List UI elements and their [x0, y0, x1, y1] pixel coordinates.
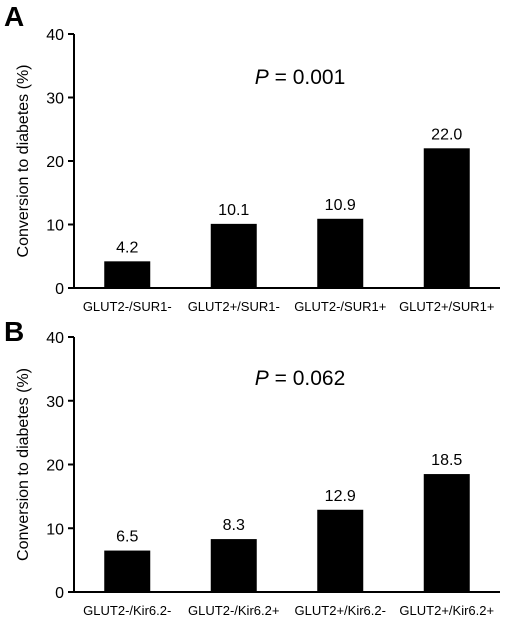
y-tick-label-a: 30 [46, 91, 64, 108]
category-label-a-1: GLUT2-/SUR1- [83, 299, 172, 314]
y-tick-label-a: 0 [55, 281, 64, 298]
p-value-a: P = 0.001 [255, 66, 346, 89]
y-axis-title-a: Conversion to diabetes (%) [15, 65, 32, 258]
value-label-a-3: 10.9 [325, 197, 356, 214]
category-label-a-2: GLUT2+/SUR1- [188, 299, 280, 314]
y-tick-label-b: 10 [46, 521, 64, 538]
category-label-b-4: GLUT2+/Kir6.2+ [399, 603, 494, 618]
bar-a-1 [104, 261, 151, 288]
bar-b-2 [210, 539, 257, 592]
category-label-b-3: GLUT2+/Kir6.2- [295, 603, 386, 618]
panel-letter-b: B [4, 316, 24, 347]
panel-b: B Conversion to diabetes (%) P = 0.062 0… [4, 316, 500, 618]
p-value-text-b: = 0.062 [269, 367, 345, 390]
category-label-b-2: GLUT2-/Kir6.2+ [188, 603, 279, 618]
y-tick-label-b: 20 [46, 458, 64, 475]
y-tick-label-a: 40 [46, 27, 64, 44]
p-symbol-b: P [255, 367, 269, 390]
category-label-a-4: GLUT2+/SUR1+ [399, 299, 494, 314]
bar-a-3 [317, 218, 364, 288]
bar-b-1 [104, 550, 151, 592]
bar-b-4 [423, 474, 470, 592]
p-value-b: P = 0.062 [255, 367, 346, 390]
y-tick-label-a: 20 [46, 154, 64, 171]
value-label-a-2: 10.1 [218, 202, 249, 219]
y-tick-label-b: 40 [46, 330, 64, 347]
bar-a-4 [423, 148, 470, 288]
panel-a: A Conversion to diabetes (%) P = 0.001 0… [4, 1, 500, 314]
p-symbol-a: P [255, 66, 269, 89]
y-tick-label-a: 10 [46, 218, 64, 235]
category-label-a-3: GLUT2-/SUR1+ [294, 299, 386, 314]
y-tick-label-b: 30 [46, 394, 64, 411]
panel-letter-a: A [4, 1, 24, 32]
value-label-a-1: 4.2 [116, 239, 138, 256]
bar-b-3 [317, 509, 364, 592]
value-label-b-4: 18.5 [431, 452, 462, 469]
value-label-b-1: 6.5 [116, 529, 138, 546]
plot-area-a: 0 10 20 30 40 4.2 GLUT2-/SUR1- 10.1 GLUT2+/SUR1-… [46, 27, 500, 314]
plot-area-b: 0 10 20 30 40 6.5 GLUT2-/Kir6.2- 8.3 GLUT2-/Kir6… [46, 330, 500, 618]
value-label-b-2: 8.3 [223, 517, 245, 534]
y-tick-label-b: 0 [55, 585, 64, 602]
y-axis-title-b: Conversion to diabetes (%) [15, 368, 32, 561]
p-value-text-a: = 0.001 [269, 66, 345, 89]
category-label-b-1: GLUT2-/Kir6.2- [83, 603, 171, 618]
bar-a-2 [210, 223, 257, 288]
value-label-b-3: 12.9 [325, 488, 356, 505]
value-label-a-4: 22.0 [431, 126, 462, 143]
